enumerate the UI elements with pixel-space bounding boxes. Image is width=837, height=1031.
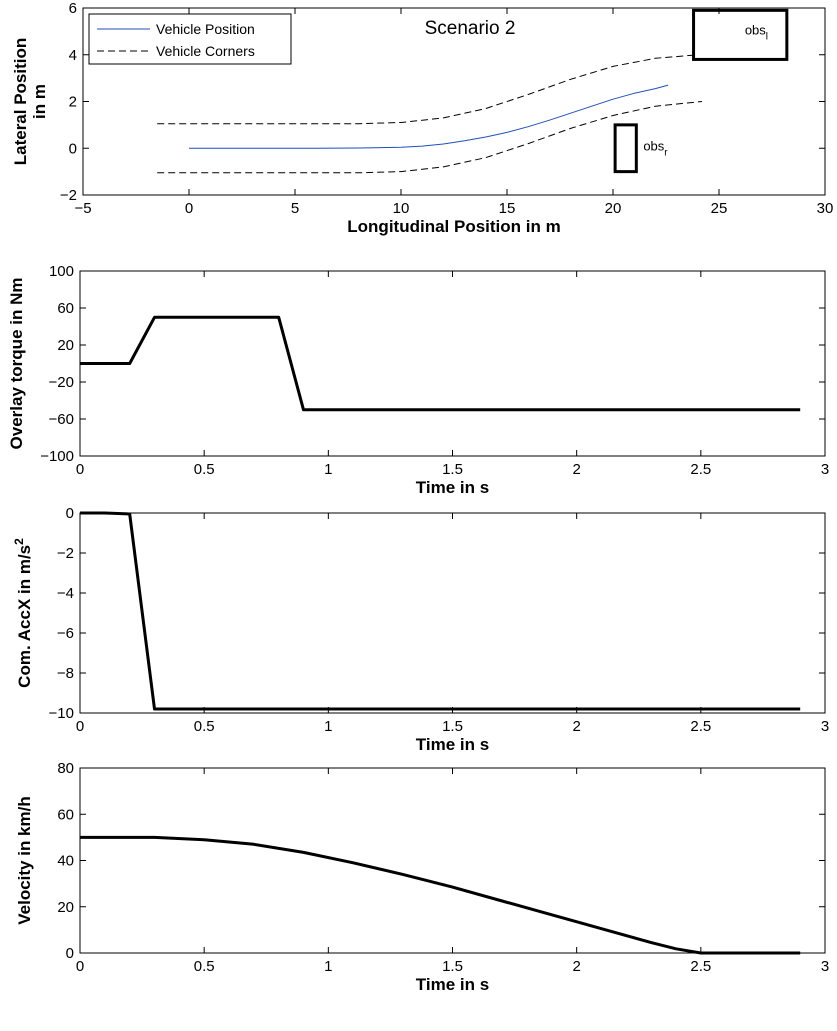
series-line-1 [80,315,801,412]
x-tick-label: 1 [324,461,332,478]
series-line-2 [157,54,698,125]
x-tick-label: 0.5 [194,958,215,975]
y-tick-label: 0 [69,140,77,157]
chart-3: 0 0.5 1 1.5 2 2.5 3 −10 −8 −6 −4 −2 0 Time in s Com. A… [12,505,829,754]
obstacle-label: obsl [745,22,768,42]
y-tick-label: 20 [57,899,74,916]
series-line-1 [80,835,801,955]
y-axis-label-text: Com. AccX in m/s [15,545,34,688]
y-tick-label: 80 [57,760,74,777]
y-axis-label-superscript: 2 [12,538,26,545]
plot-frame [79,767,826,954]
series-line-1 [189,84,669,149]
plot-frame [79,512,826,714]
plot-frame [79,270,826,457]
obstacle-label: obsr [643,138,668,158]
y-tick-label: −10 [49,705,74,722]
x-tick-label: 0.5 [194,718,215,735]
y-tick-label: 0 [66,505,74,522]
y-tick-label: 0 [66,945,74,962]
obstacle-label-subscript: r [664,147,668,158]
x-tick-label: 3 [821,718,829,735]
legend-entry: Vehicle Position [156,21,255,37]
x-tick-label: −5 [74,200,91,217]
series-line-1 [80,511,801,711]
legend-entry: Vehicle Corners [156,43,255,59]
x-tick-label: 2.5 [690,718,711,735]
x-tick-label: 1 [324,958,332,975]
chart-2: 0 0.5 1 1.5 2 2.5 3 −100 −60 −20 20 60 100 Time in s O… [7,263,829,497]
x-axis-label: Longitudinal Position in m [347,217,560,236]
x-tick-label: 0 [76,461,84,478]
x-tick-label: 1.5 [442,718,463,735]
x-axis-label: Time in s [416,735,489,754]
y-tick-label: 40 [57,853,74,870]
y-tick-label: −2 [60,187,77,204]
chart-title: Scenario 2 [425,18,516,39]
x-tick-label: 10 [393,200,410,217]
y-tick-label: 6 [69,0,77,17]
obstacle-label-text: obs [643,138,664,153]
x-tick-label: 1.5 [442,958,463,975]
x-tick-label: 1.5 [442,461,463,478]
obstacle-box [613,123,638,174]
y-tick-label: 60 [57,300,74,317]
x-tick-label: 0 [76,958,84,975]
y-axis-label-line: Lateral Position [11,38,30,166]
x-tick-label: 15 [499,200,516,217]
y-tick-label: −100 [40,448,74,465]
y-tick-label: −8 [57,665,74,682]
x-tick-label: 0 [185,200,193,217]
y-tick-label: 4 [69,47,77,64]
x-tick-label: 5 [291,200,299,217]
y-axis-label: Velocity in km/h [15,796,34,925]
x-tick-label: 0 [76,718,84,735]
x-tick-label: 3 [821,958,829,975]
y-tick-label: −60 [49,411,74,428]
x-tick-label: 2.5 [690,461,711,478]
legend-box [88,13,292,65]
x-axis-label: Time in s [416,478,489,497]
chart-1: −5 0 5 10 15 20 25 30 −2 0 2 4 6 Longitudinal Positio… [11,0,833,236]
y-tick-label: −2 [57,545,74,562]
obstacle-box [692,8,789,61]
x-tick-label: 20 [605,200,622,217]
y-tick-label: −20 [49,374,74,391]
x-tick-label: 2.5 [690,958,711,975]
x-tick-label: 2 [572,718,580,735]
obstacle-label-text: obs [745,22,766,37]
y-tick-label: 20 [57,337,74,354]
chart-4: 0 0.5 1 1.5 2 2.5 3 0 20 40 60 80 Time in s Velocity … [15,760,829,994]
x-tick-label: 2 [572,958,580,975]
y-axis-label: Lateral Positionin m [11,38,49,166]
y-tick-label: 100 [49,263,74,280]
y-axis-label: Com. AccX in m/s2 [12,538,34,688]
obstacle-label-subscript: l [766,31,768,42]
x-tick-label: 2 [572,461,580,478]
x-tick-label: 0.5 [194,461,215,478]
y-tick-label: −6 [57,625,74,642]
x-tick-label: 3 [821,461,829,478]
y-axis-label-line: in m [30,84,49,119]
x-axis-label: Time in s [416,975,489,994]
x-tick-label: 30 [817,200,834,217]
y-tick-label: 60 [57,806,74,823]
x-tick-label: 1 [324,718,332,735]
y-axis-label: Overlay torque in Nm [7,278,26,450]
series-line-3 [157,101,703,174]
legend: Vehicle Position Vehicle Corners [88,13,292,65]
y-tick-label: −4 [57,585,74,602]
x-tick-label: 25 [711,200,728,217]
y-tick-label: 2 [69,94,77,111]
